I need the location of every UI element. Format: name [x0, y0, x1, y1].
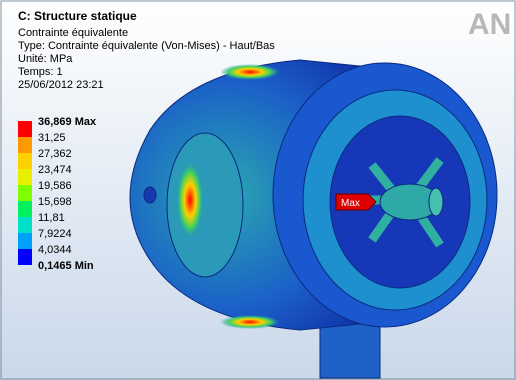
- max-tag-label: Max: [341, 198, 360, 209]
- hot-spot: [220, 64, 280, 80]
- legend-label: 27,362: [38, 148, 72, 160]
- legend-label: 15,698: [38, 196, 72, 208]
- legend-label: 11,81: [38, 212, 65, 224]
- header-line: Unité: MPa: [18, 53, 73, 65]
- header-line: Temps: 1: [18, 66, 63, 78]
- legend-swatch: [18, 233, 32, 249]
- legend-swatch: [18, 121, 32, 137]
- page: Max AN C: Structure statique Contrainte …: [0, 0, 516, 380]
- legend-swatch: [18, 249, 32, 265]
- hot-spot: [176, 160, 204, 240]
- header-line: Contrainte équivalente: [18, 27, 128, 39]
- legend-label: 31,25: [38, 132, 66, 144]
- shaft-end: [429, 188, 443, 216]
- legend-swatch: [18, 169, 32, 185]
- logo: AN: [468, 8, 511, 41]
- legend-swatch: [18, 153, 32, 169]
- legend-swatch: [18, 185, 32, 201]
- header-title: C: Structure statique: [18, 9, 137, 23]
- legend-label: 19,586: [38, 180, 72, 192]
- legend-swatch: [18, 217, 32, 233]
- header-line: Type: Contrainte équivalente (Von-Mises)…: [18, 40, 275, 52]
- legend-label: 23,474: [38, 164, 72, 176]
- header-line: 25/06/2012 23:21: [18, 79, 104, 91]
- legend-label: 4,0344: [38, 244, 72, 256]
- legend-swatch: [18, 137, 32, 153]
- legend-label: 7,9224: [38, 228, 72, 240]
- viewport: Max AN C: Structure statique Contrainte …: [0, 0, 516, 380]
- legend-label: 0,1465 Min: [38, 260, 94, 272]
- hole: [144, 187, 156, 203]
- legend-swatch: [18, 201, 32, 217]
- hot-spot: [220, 315, 280, 329]
- legend-label: 36,869 Max: [38, 116, 97, 128]
- pipe: [320, 320, 380, 378]
- legend: [18, 121, 32, 265]
